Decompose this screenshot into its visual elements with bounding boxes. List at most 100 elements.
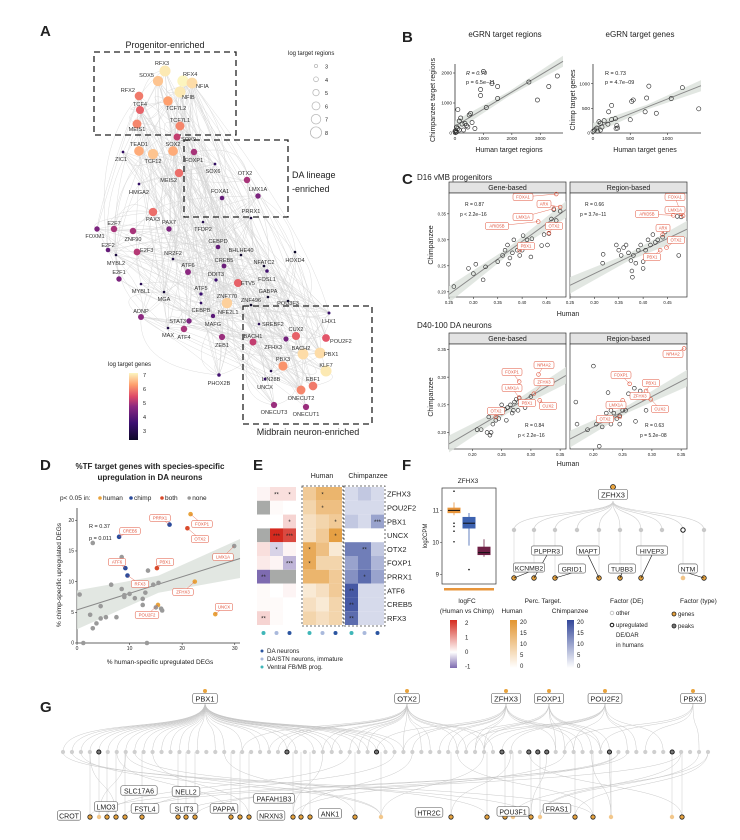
- network-edge: [140, 283, 168, 298]
- fit-line-B2: [592, 85, 702, 130]
- network-node: [121, 150, 125, 154]
- g-tf-edge: [465, 702, 606, 753]
- g-cross-edge: [528, 751, 683, 818]
- data-point: [679, 85, 685, 91]
- point-label: ARID5B: [639, 212, 654, 217]
- point-label: PRRX1: [153, 516, 168, 521]
- g-target-label-box: [496, 806, 530, 817]
- data-point: [495, 259, 500, 264]
- g-peak-node: [329, 749, 334, 755]
- heatmap-cell-human: [303, 597, 316, 612]
- cell-type-dot: [307, 631, 312, 635]
- point-label-box: [191, 520, 213, 528]
- c4-r: R = 0.63: [645, 423, 664, 429]
- significance-stars: *: [363, 575, 366, 581]
- heatmap-cell-human: [303, 500, 316, 515]
- network-node: [257, 322, 261, 326]
- data-point: [455, 107, 461, 112]
- g-gene-node: [352, 814, 358, 820]
- heatmap-cell-logfc: [257, 514, 270, 529]
- chimp-perc-tick: 0: [577, 664, 581, 670]
- x-tick-label: 0: [592, 136, 595, 142]
- significance-stars: *: [334, 520, 337, 526]
- network-edge: [226, 302, 321, 354]
- point-label-box: [662, 350, 684, 358]
- g-tf-edge: [125, 702, 206, 753]
- network-edge: [187, 271, 321, 354]
- network-edge: [200, 302, 220, 376]
- color-legend-tick: 6: [143, 387, 146, 393]
- heatmap-cell-chimp: [358, 500, 371, 515]
- network-edge: [130, 100, 169, 111]
- point-label-box: [596, 415, 614, 423]
- g-target-label-box: [57, 810, 81, 821]
- box-outlier: [468, 568, 470, 571]
- b1-r: R = 0.79: [466, 71, 487, 77]
- network-node-label: BACH2: [292, 346, 311, 352]
- heatmap-row-label: FOXP1: [387, 559, 412, 568]
- data-point: [633, 419, 638, 424]
- f-peak-node: [596, 527, 602, 533]
- g-target-label-box: [130, 803, 160, 814]
- network-node: [283, 336, 289, 342]
- heatmap-cell-human: [329, 556, 342, 570]
- network-edge: [157, 80, 180, 293]
- g-cross-edge: [591, 751, 612, 818]
- g-target-label-box: [256, 810, 286, 821]
- g-gene-node: [528, 814, 534, 820]
- network-node: [270, 401, 278, 409]
- g-cross-edge: [224, 751, 356, 818]
- data-point: [600, 261, 605, 266]
- g-peak-node: [204, 749, 209, 755]
- data-point: [597, 444, 602, 449]
- g-tf-edge: [62, 702, 206, 753]
- y-tick-label: 0.25: [438, 402, 447, 407]
- point-label-box: [643, 253, 661, 261]
- g-peak-node: [69, 749, 75, 755]
- g-peak-node: [490, 749, 496, 755]
- network-node: [94, 226, 100, 232]
- x-tick-label: 3000: [535, 136, 546, 142]
- g-cross-edge: [530, 751, 547, 818]
- network-node-label: CREB5: [215, 258, 234, 264]
- logfc-tick: 0: [465, 650, 469, 656]
- network-node: [185, 269, 191, 275]
- network-edge: [240, 217, 252, 256]
- point-label-box: [539, 402, 557, 410]
- network-edge: [257, 195, 308, 391]
- g-peak-node: [257, 749, 263, 755]
- f-label-leader: [687, 572, 705, 579]
- g-tf-edge: [89, 702, 206, 753]
- network-node: [105, 247, 111, 253]
- g-tf-edge: [179, 702, 206, 753]
- network-node-label: RFX4: [183, 72, 197, 78]
- data-point-none: [108, 582, 114, 588]
- network-edge: [136, 251, 269, 298]
- network-edge: [96, 228, 302, 391]
- g-peak-node: [123, 749, 128, 755]
- g-gene-node: [378, 814, 384, 820]
- y-tick-label: 20: [68, 518, 74, 524]
- network-node-label: MYBL1: [132, 289, 150, 295]
- g-cross-edge: [450, 751, 512, 818]
- network-edge: [138, 95, 259, 197]
- labeled-point: [546, 230, 552, 236]
- network-node: [159, 65, 171, 77]
- network-edge: [113, 153, 154, 280]
- size-legend-value: 8: [325, 131, 328, 137]
- labeled-point: [551, 206, 557, 211]
- g-target-label: SLC17A6: [124, 788, 154, 795]
- size-legend-value: 6: [325, 104, 328, 110]
- network-edge: [138, 150, 169, 329]
- g-gene-node: [484, 814, 490, 820]
- network-node-label: E2F1: [112, 270, 125, 276]
- g-gene-node: [139, 814, 145, 820]
- f-tree-edge: [533, 500, 614, 531]
- network-edge: [257, 195, 297, 302]
- g-tf-edge: [483, 702, 550, 753]
- data-point: [465, 124, 471, 130]
- heatmap-cell-chimp: [371, 597, 384, 612]
- data-point: [524, 237, 530, 243]
- network-node-label: POU2F2: [330, 339, 352, 345]
- network-edge: [138, 95, 174, 152]
